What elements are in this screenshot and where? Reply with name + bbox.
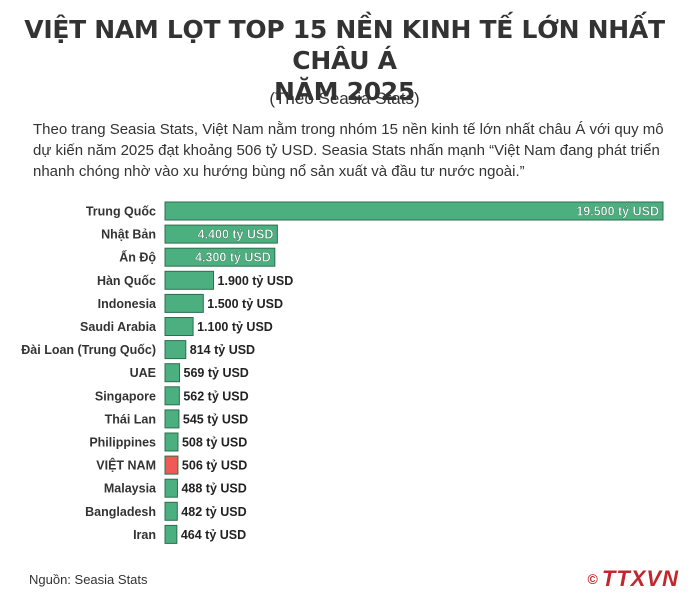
category-label: Saudi Arabia	[80, 320, 157, 334]
category-label: VIỆT NAM	[96, 458, 156, 473]
category-label: Singapore	[95, 389, 156, 403]
category-label: Ấn Độ	[119, 250, 156, 265]
category-label: Nhật Bản	[101, 228, 156, 242]
category-label: Hàn Quốc	[97, 274, 156, 288]
category-label: Thái Lan	[105, 412, 156, 426]
bar	[164, 524, 178, 544]
bar	[164, 247, 276, 267]
value-label: 1.900 tỷ USD	[218, 274, 294, 288]
bar	[164, 270, 215, 290]
bar	[164, 317, 194, 336]
chart-title: VIỆT NAM LỌT TOP 15 NỀN KINH TẾ LỚN NHẤT…	[0, 14, 689, 107]
value-label: 4.400 tỷ USD	[198, 228, 274, 242]
bar	[164, 363, 181, 383]
value-label: 545 tỷ USD	[183, 412, 248, 426]
value-label: 464 tỷ USD	[181, 528, 246, 542]
bar	[164, 340, 187, 360]
chart-subtitle: (Theo Seasia Stats)	[269, 89, 420, 108]
category-label: Iran	[133, 528, 156, 542]
value-label: 1.100 tỷ USD	[197, 320, 273, 334]
category-label: Indonesia	[98, 297, 157, 311]
category-label: Bangladesh	[85, 505, 156, 519]
category-label: Đài Loan (Trung Quốc)	[21, 343, 156, 357]
category-label: Malaysia	[104, 482, 157, 496]
logo-text: TTXVN	[601, 566, 679, 591]
chart-title-line1: VIỆT NAM LỌT TOP 15 NỀN KINH TẾ LỚN NHẤT…	[24, 15, 665, 75]
ttxvn-logo: © TTXVN	[588, 566, 679, 592]
value-label: 482 tỷ USD	[181, 505, 246, 519]
bar	[164, 478, 178, 498]
category-label: Trung Quốc	[86, 205, 156, 219]
bar	[164, 501, 178, 521]
category-label: Philippines	[89, 436, 156, 450]
bar	[164, 201, 664, 221]
bar	[164, 224, 278, 244]
value-label: 508 tỷ USD	[182, 436, 247, 450]
bar	[164, 293, 204, 313]
bar-chart: Trung Quốc 19.500 tỷ USD Nhật Bản 4.400 tỷ …	[21, 201, 664, 544]
source-note: Nguồn: Seasia Stats	[29, 572, 148, 587]
bar	[164, 409, 180, 429]
value-label: 19.500 tỷ USD	[576, 205, 659, 219]
intro-paragraph: Theo trang Seasia Stats, Việt Nam nằm tr…	[33, 121, 664, 180]
bar	[164, 386, 180, 406]
value-label: 562 tỷ USD	[183, 389, 248, 403]
copyright-icon: ©	[587, 571, 598, 587]
bar-highlight	[164, 455, 179, 475]
chart-title-line2: NĂM 2025	[273, 77, 416, 106]
value-label: 814 tỷ USD	[190, 343, 255, 357]
value-label: 569 tỷ USD	[184, 366, 249, 380]
value-label: 506 tỷ USD	[182, 459, 247, 473]
bar	[164, 432, 179, 452]
value-label: 1.500 tỷ USD	[207, 297, 283, 311]
value-label: 4.300 tỷ USD	[195, 251, 271, 265]
category-label: UAE	[130, 366, 156, 380]
value-label: 488 tỷ USD	[181, 482, 246, 496]
